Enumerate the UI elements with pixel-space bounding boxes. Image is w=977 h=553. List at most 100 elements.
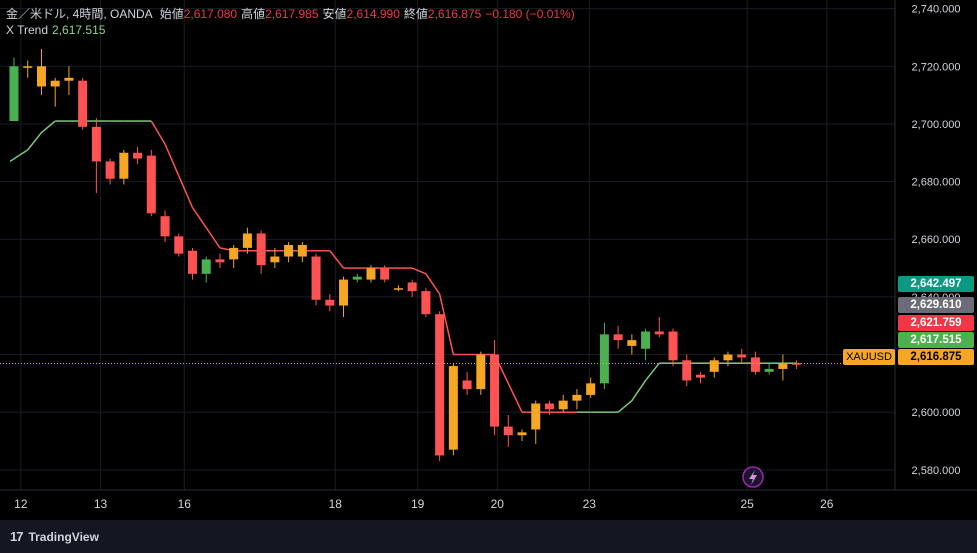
candle-body bbox=[764, 368, 774, 372]
y-tick-label: 2,740.000 bbox=[912, 4, 961, 16]
candle-body bbox=[270, 256, 280, 263]
trend-segment bbox=[329, 250, 345, 269]
candle bbox=[242, 227, 252, 254]
tradingview-brand[interactable]: 17 TradingView bbox=[10, 529, 99, 544]
candle bbox=[133, 147, 143, 165]
candle-body bbox=[421, 291, 431, 315]
trend-segment bbox=[27, 132, 43, 151]
candle bbox=[311, 253, 321, 306]
candle bbox=[723, 351, 733, 367]
footer-bar bbox=[0, 520, 977, 553]
candle-body bbox=[696, 374, 705, 378]
candle bbox=[764, 363, 774, 375]
candle bbox=[750, 351, 760, 375]
candle-body bbox=[668, 331, 678, 361]
candle bbox=[448, 363, 458, 456]
candle-body bbox=[9, 66, 19, 122]
candle-body bbox=[78, 80, 88, 127]
candle bbox=[36, 49, 46, 96]
candle bbox=[544, 400, 554, 416]
candle bbox=[435, 311, 445, 462]
trend-segment bbox=[617, 400, 633, 413]
candle-body bbox=[23, 66, 33, 68]
candle-body bbox=[119, 152, 129, 179]
candle-body bbox=[517, 432, 527, 436]
trend-segment bbox=[507, 383, 523, 413]
candle-body bbox=[654, 331, 664, 335]
x-tick-label: 23 bbox=[583, 497, 597, 511]
candle-body bbox=[146, 155, 156, 214]
alert-icon[interactable] bbox=[742, 466, 764, 488]
candle-body bbox=[339, 279, 349, 306]
candle bbox=[105, 158, 115, 185]
trend-segment bbox=[164, 143, 180, 177]
brand-name: TradingView bbox=[28, 529, 99, 544]
trend-segment bbox=[205, 227, 221, 249]
candle-body bbox=[544, 403, 554, 410]
candle-body bbox=[380, 268, 390, 280]
candle bbox=[325, 294, 335, 312]
y-tick-label: 2,580.000 bbox=[912, 465, 961, 477]
indicator-value: 2,617.515 bbox=[52, 23, 106, 37]
chart-legend: 金／米ドル, 4時間, OANDA 始値 2,617.080 高値 2,617.98… bbox=[6, 6, 575, 38]
candle bbox=[160, 210, 170, 243]
high-label: 高値 bbox=[241, 7, 266, 21]
y-tick-label: 2,660.000 bbox=[912, 234, 961, 246]
candle bbox=[654, 317, 664, 338]
x-tick-label: 19 bbox=[411, 497, 425, 511]
candle-body bbox=[352, 276, 362, 280]
price-label-last: 2,616.875 bbox=[898, 349, 974, 365]
candle-body bbox=[476, 354, 486, 390]
candle bbox=[709, 357, 719, 378]
indicator-name[interactable]: X Trend bbox=[6, 23, 49, 37]
y-tick-label: 2,680.000 bbox=[912, 177, 961, 189]
candle bbox=[64, 66, 74, 96]
price-label-green: 2,642.497 bbox=[898, 276, 974, 292]
x-tick-label: 18 bbox=[329, 497, 343, 511]
price-label-gray: 2,629.610 bbox=[898, 297, 974, 313]
open-label: 始値 bbox=[159, 7, 184, 21]
candle-body bbox=[792, 363, 802, 365]
candle bbox=[297, 242, 307, 263]
low-value: 2,614.990 bbox=[346, 7, 400, 21]
candle bbox=[284, 242, 294, 263]
candle bbox=[696, 371, 705, 384]
candle-body bbox=[627, 340, 637, 346]
candle bbox=[146, 149, 156, 217]
x-tick-label: 16 bbox=[178, 497, 192, 511]
candle-body bbox=[723, 354, 733, 361]
candle bbox=[393, 285, 403, 292]
symbol-title[interactable]: 金／米ドル, 4時間, OANDA bbox=[6, 7, 153, 21]
trend-segment bbox=[425, 273, 441, 295]
candle-body bbox=[558, 400, 568, 410]
candle bbox=[572, 389, 582, 410]
candle bbox=[270, 247, 280, 269]
candle bbox=[91, 118, 101, 194]
candle bbox=[215, 253, 225, 269]
price-label-trend: 2,617.515 bbox=[898, 332, 974, 348]
candle bbox=[737, 348, 747, 364]
candle-body bbox=[229, 247, 239, 260]
candle-body bbox=[490, 354, 500, 427]
candle bbox=[339, 276, 349, 318]
candle bbox=[256, 230, 266, 274]
legend-indicator-row[interactable]: X Trend 2,617.515 bbox=[6, 22, 575, 38]
candle-body bbox=[641, 331, 651, 349]
candle-body bbox=[407, 282, 417, 292]
candle-body bbox=[311, 256, 321, 300]
candle-body bbox=[435, 314, 445, 456]
trend-segment bbox=[438, 293, 455, 355]
price-chart[interactable]: 2,580.0002,600.0002,620.0002,640.0002,66… bbox=[0, 0, 977, 520]
candle-body bbox=[160, 216, 170, 237]
x-tick-label: 13 bbox=[94, 497, 108, 511]
candle bbox=[668, 328, 678, 367]
candle bbox=[503, 415, 513, 447]
candle bbox=[407, 279, 417, 297]
candle bbox=[613, 325, 623, 349]
candle bbox=[462, 371, 472, 395]
candle bbox=[174, 233, 184, 257]
candle bbox=[599, 322, 609, 390]
candle bbox=[9, 57, 19, 122]
candle-body bbox=[586, 383, 596, 395]
